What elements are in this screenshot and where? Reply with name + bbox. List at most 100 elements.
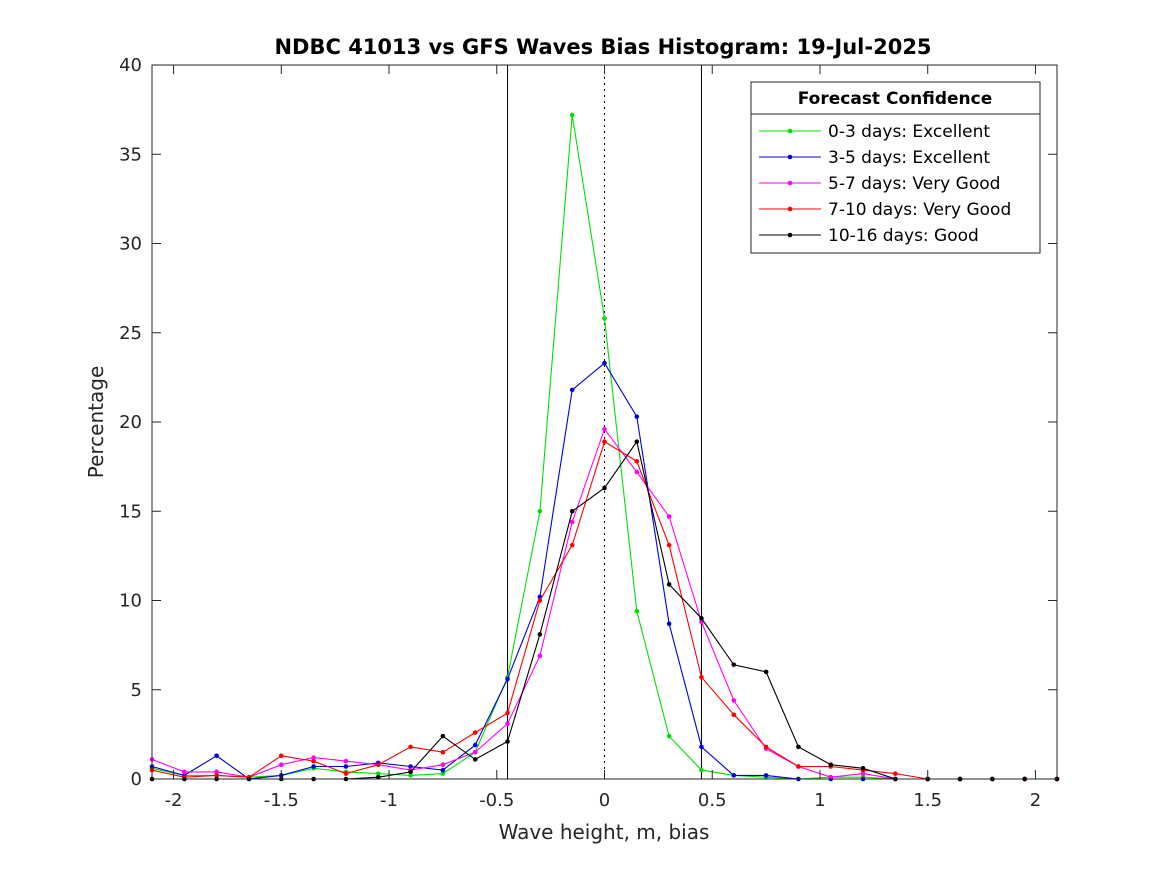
series-3-point-23: [893, 771, 898, 776]
y-axis: 0 5 10 15 20 25 30 35 40: [119, 55, 1057, 790]
series-4-point-20: [796, 744, 801, 750]
series-1-point-15: [634, 414, 640, 419]
series-3-point-13: [569, 542, 575, 548]
series-3-point-8: [408, 744, 413, 750]
y-tick-label-5: 25: [119, 323, 142, 344]
series-1-point-6: [343, 764, 349, 769]
series-1-point-19: [763, 773, 769, 778]
x-tick-label-0: -2: [165, 790, 183, 811]
series-0-point-9: [440, 771, 446, 776]
series-1-point-18: [731, 773, 737, 778]
series-3-point-2: [214, 773, 219, 778]
series-2-point-6: [343, 758, 349, 764]
series-4-point-19: [763, 669, 769, 675]
series-4-point-11: [505, 739, 510, 744]
legend-label-2: 5-7 days: Very Good: [828, 174, 1000, 194]
series-0-point-13: [569, 112, 575, 118]
y-tick-label-7: 35: [119, 144, 142, 165]
legend-title: Forecast Confidence: [798, 89, 993, 109]
series-1-point-13: [569, 387, 575, 393]
legend-label-3: 7-10 days: Very Good: [828, 200, 1011, 220]
legend-label-0: 0-3 days: Excellent: [828, 122, 990, 142]
chart-title: NDBC 41013 vs GFS Waves Bias Histogram: …: [274, 35, 931, 59]
series-2-point-15: [634, 469, 640, 475]
legend-items: 0-3 days: Excellent 3-5 days: Excellent 5-…: [759, 122, 1011, 246]
series-2-point-4: [278, 762, 284, 768]
series-3-point-6: [343, 771, 349, 776]
series-4-point-7: [375, 774, 381, 780]
series-1-point-11: [505, 676, 510, 682]
y-tick-label-1: 5: [131, 680, 142, 701]
series-4-point-13: [569, 508, 575, 514]
series-3-point-15: [634, 458, 640, 464]
series-2-point-16: [666, 514, 672, 519]
series-4-point-8: [408, 769, 413, 775]
series-2-point-9: [440, 762, 446, 768]
x-tick-label-7: 1.5: [913, 790, 942, 811]
series-1-point-8: [408, 764, 413, 769]
legend-box: [750, 81, 1041, 254]
series-2-point-1: [182, 769, 187, 775]
series-4-point-14: [602, 485, 607, 491]
series-4-point-15: [634, 439, 640, 444]
series-0-point-15: [634, 608, 640, 614]
series-3-point-11: [505, 710, 510, 716]
series-1-point-9: [440, 767, 446, 773]
series-3-point-16: [666, 542, 672, 548]
series-3-point-7: [375, 762, 381, 768]
series-4-point-9: [440, 733, 446, 739]
x-tick-label-1: -1.5: [264, 790, 299, 811]
series-1-point-17: [699, 744, 704, 750]
legend-swatch-marker-2: [787, 180, 793, 186]
series-3-point-20: [796, 764, 801, 769]
series-2-point-21: [828, 774, 834, 780]
series-0-point-16: [666, 733, 672, 739]
series-3-point-14: [602, 439, 607, 444]
series-0-point-7: [375, 771, 381, 776]
series-4-point-22: [860, 765, 866, 771]
series-1-point-10: [472, 742, 478, 748]
series-2-point-5: [311, 755, 316, 760]
series-0-point-8: [408, 773, 413, 778]
series-4-point-17: [699, 616, 704, 621]
reference-lines: [507, 65, 702, 779]
series-4-point-10: [472, 757, 478, 762]
y-tick-label-0: 0: [131, 769, 142, 790]
series-0-point-12: [537, 508, 543, 514]
x-axis: -2 -1.5 -1 -0.5 0 0.5 1 1.5 2: [165, 65, 1041, 811]
legend: Forecast Confidence 0-3 days: Excellent 3…: [750, 81, 1041, 254]
legend-swatch-marker-4: [787, 232, 793, 238]
x-tick-label-8: 2: [1030, 790, 1041, 811]
series-2-point-12: [537, 653, 543, 659]
x-tick-label-4: 0: [599, 790, 610, 811]
series-3-point-9: [440, 749, 446, 755]
series-1-point-5: [311, 764, 316, 769]
y-tick-label-6: 30: [119, 234, 142, 255]
series-2-point-10: [472, 749, 478, 755]
legend-item-3: 7-10 days: Very Good: [759, 200, 1011, 220]
series-1-point-2: [214, 753, 219, 759]
legend-item-1: 3-5 days: Excellent: [759, 148, 990, 168]
series-2-point-11: [505, 721, 510, 726]
x-axis-label: Wave height, m, bias: [499, 820, 710, 844]
legend-swatch-marker-0: [787, 128, 793, 134]
y-axis-label: Percentage: [84, 366, 108, 479]
legend-item-4: 10-16 days: Good: [759, 226, 979, 246]
series-2-point-13: [569, 519, 575, 525]
series-4-point-21: [828, 762, 834, 768]
series-3-point-17: [699, 674, 704, 680]
series-0-point-17: [699, 767, 704, 773]
series-1-point-14: [602, 360, 607, 366]
series-0-point-14: [602, 316, 607, 321]
series-2-point-22: [860, 771, 866, 776]
series-1-point-16: [666, 621, 672, 627]
series-4-point-18: [731, 662, 737, 668]
y-tick-label-4: 20: [119, 412, 142, 433]
series-3-point-18: [731, 712, 737, 718]
y-tick-label-3: 15: [119, 501, 142, 522]
series-2-point-2: [214, 769, 219, 775]
series-3-point-12: [537, 598, 543, 603]
y-tick-label-2: 10: [119, 591, 142, 612]
series-4-point-16: [666, 582, 672, 587]
